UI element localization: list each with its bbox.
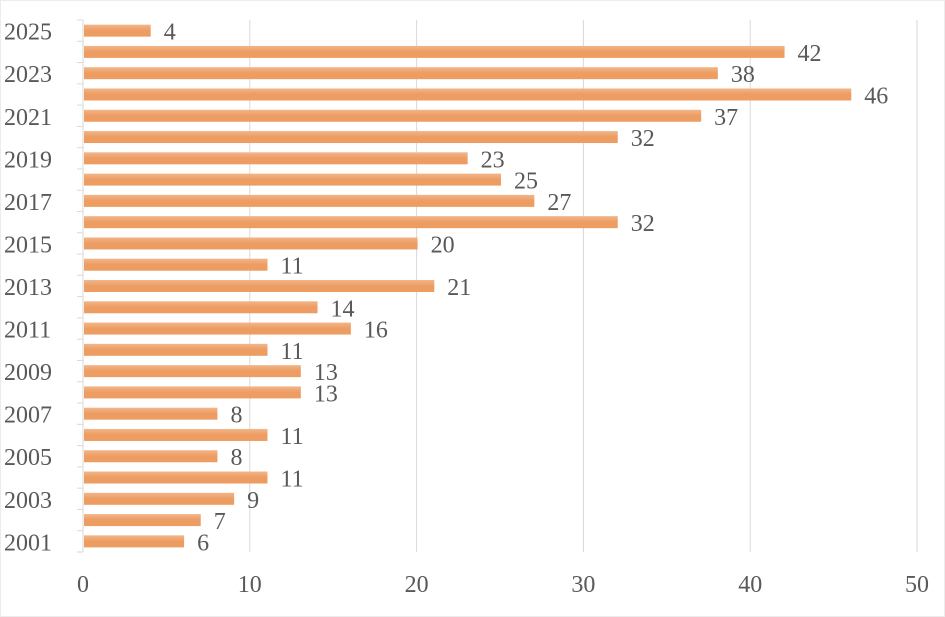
y-tick-label: 2003 bbox=[4, 488, 52, 514]
data-label: 8 bbox=[230, 403, 242, 429]
data-label: 23 bbox=[481, 147, 505, 173]
bar bbox=[84, 471, 268, 484]
y-tick-label: 2019 bbox=[4, 147, 52, 173]
data-label: 11 bbox=[280, 424, 303, 450]
bar bbox=[84, 386, 301, 399]
data-label: 25 bbox=[514, 169, 538, 195]
y-tick-label: 2013 bbox=[4, 275, 52, 301]
bars bbox=[84, 24, 852, 548]
gridlines bbox=[249, 20, 918, 552]
data-label: 11 bbox=[280, 254, 303, 280]
data-label: 21 bbox=[447, 275, 471, 301]
data-label: 38 bbox=[731, 62, 755, 88]
x-tick-label: 10 bbox=[238, 572, 262, 598]
data-label: 7 bbox=[214, 509, 226, 535]
bar bbox=[84, 173, 501, 186]
data-label: 11 bbox=[280, 339, 303, 365]
y-tick-label: 2021 bbox=[4, 105, 52, 131]
bar bbox=[84, 535, 185, 548]
data-label: 46 bbox=[864, 83, 888, 109]
data-label: 42 bbox=[798, 41, 822, 67]
x-tick-labels: 0 10 20 30 40 50 bbox=[77, 572, 929, 598]
data-label: 4 bbox=[164, 20, 176, 46]
x-tick-label: 40 bbox=[738, 572, 762, 598]
data-label: 14 bbox=[331, 296, 355, 322]
bar bbox=[84, 407, 218, 420]
y-tick-label: 2005 bbox=[4, 445, 52, 471]
bar bbox=[84, 45, 785, 58]
data-label: 8 bbox=[230, 445, 242, 471]
bar bbox=[84, 428, 268, 441]
bar bbox=[84, 365, 301, 378]
data-label: 16 bbox=[364, 318, 388, 344]
x-tick-label: 20 bbox=[405, 572, 429, 598]
bar bbox=[84, 237, 418, 250]
x-tick-label: 0 bbox=[77, 572, 89, 598]
data-label: 6 bbox=[197, 530, 209, 556]
bar bbox=[84, 280, 435, 292]
bar bbox=[84, 492, 235, 505]
data-label: 32 bbox=[631, 211, 655, 237]
bar bbox=[84, 194, 535, 207]
bar bbox=[84, 343, 268, 356]
bar bbox=[84, 301, 318, 314]
bar bbox=[84, 152, 468, 165]
bar bbox=[84, 450, 218, 463]
bar bbox=[84, 322, 351, 335]
bar bbox=[84, 216, 618, 229]
y-tick-label: 2011 bbox=[4, 318, 51, 344]
bar bbox=[84, 131, 618, 144]
data-label: 20 bbox=[431, 232, 455, 258]
x-tick-label: 50 bbox=[905, 572, 929, 598]
data-label: 9 bbox=[247, 488, 259, 514]
bar bbox=[84, 514, 201, 527]
data-label: 37 bbox=[714, 105, 738, 131]
data-label: 11 bbox=[280, 467, 303, 493]
y-tick-label: 2023 bbox=[4, 62, 52, 88]
y-axis bbox=[77, 19, 84, 553]
data-label: 27 bbox=[547, 190, 571, 216]
bar bbox=[84, 88, 852, 101]
y-tick-label: 2001 bbox=[4, 530, 52, 556]
bar bbox=[84, 67, 718, 80]
y-tick-label: 2025 bbox=[4, 20, 52, 46]
bar bbox=[84, 109, 702, 122]
bar bbox=[84, 24, 151, 37]
data-label: 32 bbox=[631, 126, 655, 152]
bar bbox=[84, 258, 268, 271]
y-tick-label: 2009 bbox=[4, 360, 52, 386]
y-tick-labels: 2001 2003 2005 2007 2009 2011 2013 2015 2017 2019… bbox=[4, 20, 52, 557]
y-tick-label: 2015 bbox=[4, 232, 52, 258]
y-tick-label: 2007 bbox=[4, 403, 52, 429]
y-tick-label: 2017 bbox=[4, 190, 52, 216]
data-label: 13 bbox=[314, 360, 338, 386]
x-tick-label: 30 bbox=[571, 572, 595, 598]
data-label: 13 bbox=[314, 381, 338, 407]
